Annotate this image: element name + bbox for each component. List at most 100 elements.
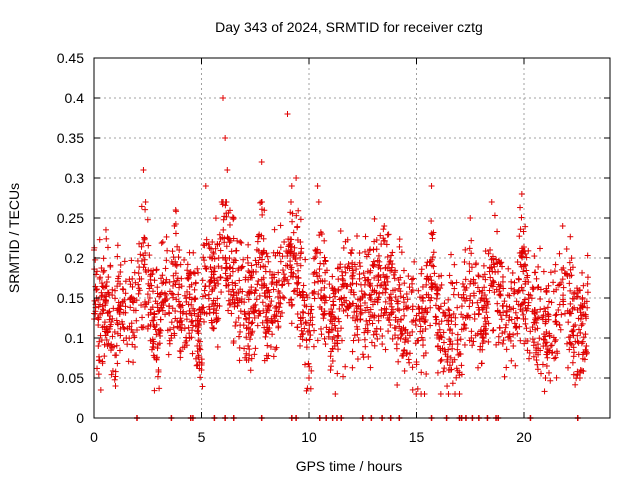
data-point <box>112 373 119 380</box>
data-point <box>361 336 368 343</box>
data-point <box>109 367 116 374</box>
data-point <box>191 286 198 293</box>
data-point <box>557 326 564 333</box>
data-point <box>317 249 324 256</box>
data-point <box>177 354 184 361</box>
data-point <box>263 250 270 257</box>
data-point <box>291 287 298 294</box>
y-tick-label: 0.15 <box>57 290 84 306</box>
data-point <box>210 325 217 332</box>
data-point <box>279 267 286 274</box>
data-point <box>524 338 531 345</box>
data-point <box>374 257 381 264</box>
data-point <box>546 330 553 337</box>
data-point <box>423 291 430 298</box>
data-point <box>373 289 380 296</box>
data-point <box>328 306 335 313</box>
data-point <box>475 310 482 317</box>
data-point <box>448 279 455 286</box>
data-point <box>384 253 391 260</box>
data-point <box>220 226 227 233</box>
data-point <box>288 248 295 255</box>
data-point <box>304 385 311 392</box>
data-point <box>235 289 242 296</box>
data-point <box>449 330 456 337</box>
data-point <box>259 319 266 326</box>
data-point <box>482 320 489 327</box>
data-point <box>147 273 154 280</box>
data-point <box>513 298 520 305</box>
data-point <box>224 234 231 241</box>
data-point <box>99 324 106 331</box>
data-point <box>582 313 589 320</box>
data-point <box>478 289 485 296</box>
data-point <box>158 304 165 311</box>
data-point <box>480 335 487 342</box>
data-point <box>468 328 475 335</box>
data-point <box>406 359 413 366</box>
data-point <box>209 319 216 326</box>
data-point <box>209 288 216 295</box>
data-point <box>223 260 230 267</box>
data-point <box>377 265 384 272</box>
data-point <box>457 351 464 358</box>
data-point <box>489 253 496 260</box>
data-point <box>301 297 308 304</box>
data-point <box>219 199 226 205</box>
data-point <box>566 309 573 316</box>
data-point <box>369 287 376 294</box>
data-point <box>275 299 282 306</box>
data-point <box>222 135 229 141</box>
data-point <box>226 207 233 214</box>
x-tick-label: 10 <box>301 429 317 445</box>
data-point <box>306 375 312 381</box>
data-point <box>154 290 161 297</box>
data-point <box>475 364 482 371</box>
data-point <box>311 255 318 262</box>
data-point <box>335 315 342 322</box>
data-point <box>568 272 575 279</box>
data-point <box>368 291 375 298</box>
data-point <box>229 286 236 293</box>
data-point <box>398 331 405 338</box>
data-point <box>138 243 145 250</box>
data-point <box>545 369 552 376</box>
data-point <box>104 244 111 251</box>
data-point <box>159 272 166 279</box>
data-point <box>391 324 398 331</box>
data-point <box>485 250 492 257</box>
data-point <box>194 343 201 349</box>
data-point <box>359 351 366 358</box>
data-point <box>499 330 506 337</box>
data-point <box>398 316 405 323</box>
data-point <box>126 276 133 283</box>
data-point <box>582 346 589 353</box>
data-point <box>494 300 501 307</box>
data-point <box>274 318 281 325</box>
data-point <box>403 305 410 312</box>
data-point <box>415 287 422 294</box>
data-point <box>323 324 330 331</box>
data-point <box>541 388 548 395</box>
data-point <box>569 295 576 302</box>
data-point <box>213 318 220 325</box>
data-point <box>237 308 244 315</box>
data-point <box>144 325 151 332</box>
data-point <box>188 318 195 325</box>
data-point <box>531 311 538 317</box>
data-point <box>248 262 255 269</box>
data-point <box>367 280 374 287</box>
data-point <box>310 271 317 277</box>
data-point <box>130 299 137 306</box>
data-point <box>177 348 184 355</box>
data-point <box>258 199 265 205</box>
data-point <box>472 332 479 339</box>
data-point <box>318 287 325 294</box>
data-point <box>386 295 393 302</box>
data-point <box>481 292 488 299</box>
data-point <box>525 302 532 309</box>
data-point <box>346 265 353 272</box>
data-point <box>245 241 252 248</box>
data-point <box>257 264 264 271</box>
data-point <box>156 385 163 392</box>
